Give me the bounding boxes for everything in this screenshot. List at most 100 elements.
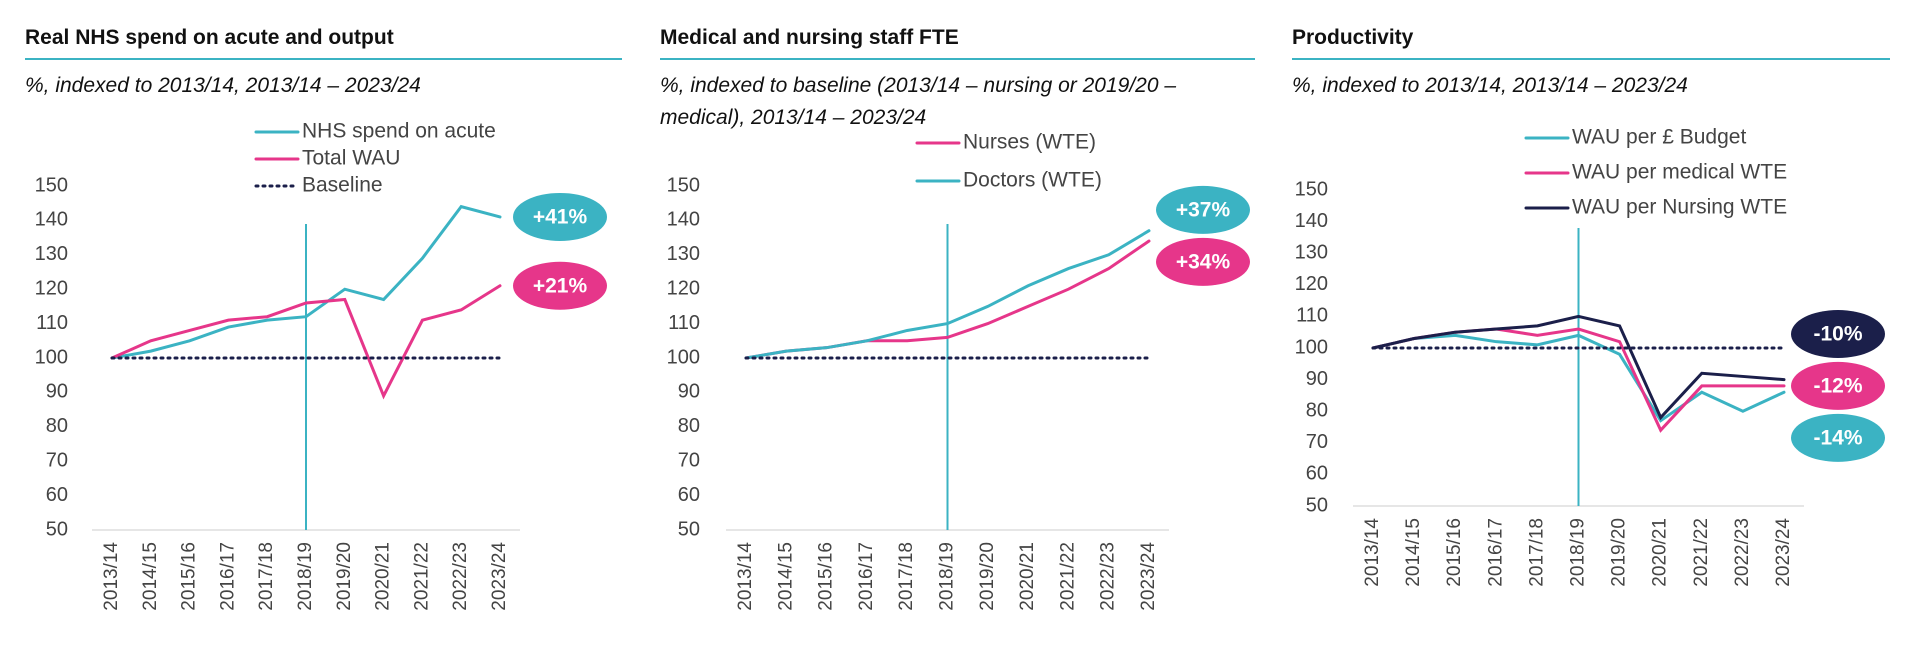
y-tick-label: 100 xyxy=(667,346,700,368)
end-label: -10% xyxy=(1813,323,1862,346)
x-tick-label: 2016/17 xyxy=(217,542,238,611)
x-tick-label: 2019/20 xyxy=(1609,518,1630,587)
y-tick-label: 60 xyxy=(46,484,68,506)
x-tick-label: 2016/17 xyxy=(1485,518,1506,587)
end-badge xyxy=(1156,185,1250,234)
y-tick-label: 120 xyxy=(35,277,68,299)
x-tick-label: 2022/23 xyxy=(1732,518,1753,587)
y-tick-label: 150 xyxy=(35,174,68,196)
end-label: +37% xyxy=(1176,198,1231,221)
y-tick-label: 50 xyxy=(1306,494,1328,516)
legend-label: Nurses (WTE) xyxy=(963,131,1096,154)
y-tick-label: 110 xyxy=(36,312,68,334)
end-badge xyxy=(1791,361,1885,410)
y-tick-label: 140 xyxy=(1295,210,1328,232)
panel-subtitle: %, indexed to 2013/14, 2013/14 – 2023/24 xyxy=(1292,74,1688,97)
series-line xyxy=(110,204,502,360)
x-tick-label: 2019/20 xyxy=(977,542,998,611)
y-tick-label: 70 xyxy=(678,449,700,471)
y-tick-label: 150 xyxy=(1295,178,1328,200)
y-tick-label: 70 xyxy=(1306,431,1328,453)
y-tick-label: 100 xyxy=(1295,336,1328,358)
y-tick-label: 130 xyxy=(35,243,68,265)
x-tick-label: 2014/15 xyxy=(775,542,796,611)
series-line xyxy=(1371,333,1786,423)
end-badge xyxy=(513,192,607,241)
y-tick-label: 50 xyxy=(678,518,700,540)
end-label: -12% xyxy=(1813,374,1862,397)
y-tick-label: 130 xyxy=(667,243,700,265)
y-tick-label: 120 xyxy=(1295,273,1328,295)
x-tick-label: 2017/18 xyxy=(1526,518,1547,587)
x-tick-label: 2020/21 xyxy=(373,542,394,611)
y-tick-label: 110 xyxy=(668,312,700,334)
legend-label: WAU per Nursing WTE xyxy=(1572,196,1787,219)
y-tick-label: 80 xyxy=(46,415,68,437)
x-tick-label: 2018/19 xyxy=(1568,518,1589,587)
x-tick-label: 2015/16 xyxy=(816,542,837,611)
y-tick-label: 110 xyxy=(1296,305,1328,327)
end-label: +21% xyxy=(533,274,588,297)
y-tick-label: 120 xyxy=(667,277,700,299)
legend-label: Baseline xyxy=(302,174,383,197)
series-line xyxy=(110,284,502,400)
x-tick-label: 2022/23 xyxy=(450,542,471,611)
x-tick-label: 2016/17 xyxy=(856,542,877,611)
x-tick-label: 2014/15 xyxy=(1403,518,1424,587)
panel-subtitle: %, indexed to 2013/14, 2013/14 – 2023/24 xyxy=(25,74,421,97)
y-tick-label: 80 xyxy=(1306,399,1328,421)
x-tick-label: 2022/23 xyxy=(1098,542,1119,611)
x-tick-label: 2015/16 xyxy=(179,542,200,611)
x-tick-label: 2020/21 xyxy=(1017,542,1038,611)
y-tick-label: 90 xyxy=(678,381,700,403)
x-tick-label: 2018/19 xyxy=(295,542,316,611)
y-tick-label: 140 xyxy=(35,209,68,231)
panel-title: Real NHS spend on acute and output xyxy=(25,26,622,60)
x-tick-label: 2023/24 xyxy=(489,542,510,611)
x-tick-label: 2013/14 xyxy=(101,542,122,611)
y-tick-label: 70 xyxy=(46,449,68,471)
end-label: +34% xyxy=(1176,250,1231,273)
x-tick-label: 2013/14 xyxy=(735,542,756,611)
y-tick-label: 90 xyxy=(46,381,68,403)
y-tick-label: 60 xyxy=(1306,463,1328,485)
panel-title: Medical and nursing staff FTE xyxy=(660,26,1255,60)
x-tick-label: 2021/22 xyxy=(411,542,432,611)
x-tick-label: 2017/18 xyxy=(896,542,917,611)
y-tick-label: 150 xyxy=(667,174,700,196)
end-badge xyxy=(1156,237,1250,286)
y-tick-label: 50 xyxy=(46,518,68,540)
legend-label: WAU per £ Budget xyxy=(1572,126,1746,149)
end-badge xyxy=(1791,310,1885,359)
x-tick-label: 2017/18 xyxy=(256,542,277,611)
x-tick-label: 2013/14 xyxy=(1362,518,1383,587)
y-tick-label: 80 xyxy=(678,415,700,437)
y-tick-label: 60 xyxy=(678,484,700,506)
x-tick-label: 2019/20 xyxy=(334,542,355,611)
end-label: -14% xyxy=(1813,426,1862,449)
x-tick-label: 2014/15 xyxy=(140,542,161,611)
y-tick-label: 100 xyxy=(35,346,68,368)
series-line xyxy=(744,229,1151,360)
x-tick-label: 2015/16 xyxy=(1444,518,1465,587)
x-tick-label: 2021/22 xyxy=(1691,518,1712,587)
series-line xyxy=(1371,314,1786,421)
y-tick-label: 130 xyxy=(1295,241,1328,263)
y-tick-label: 140 xyxy=(667,209,700,231)
y-tick-label: 90 xyxy=(1306,368,1328,390)
legend-label: WAU per medical WTE xyxy=(1572,161,1787,184)
end-label: +41% xyxy=(533,206,588,229)
legend-label: Doctors (WTE) xyxy=(963,169,1102,192)
legend-label: NHS spend on acute xyxy=(302,120,496,143)
legend-label: Total WAU xyxy=(302,147,400,170)
x-tick-label: 2023/24 xyxy=(1138,542,1159,611)
x-tick-label: 2021/22 xyxy=(1057,542,1078,611)
x-tick-label: 2020/21 xyxy=(1650,518,1671,587)
end-badge xyxy=(1791,413,1885,462)
panel-title: Productivity xyxy=(1292,26,1890,60)
end-badge xyxy=(513,261,607,310)
x-tick-label: 2018/19 xyxy=(937,542,958,611)
panel-subtitle: %, indexed to baseline (2013/14 – nursin… xyxy=(660,74,1177,129)
